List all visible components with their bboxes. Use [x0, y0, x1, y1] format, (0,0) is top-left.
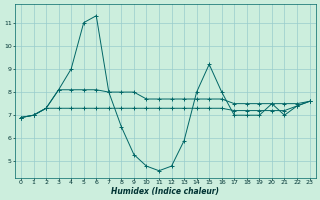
X-axis label: Humidex (Indice chaleur): Humidex (Indice chaleur): [111, 187, 219, 196]
